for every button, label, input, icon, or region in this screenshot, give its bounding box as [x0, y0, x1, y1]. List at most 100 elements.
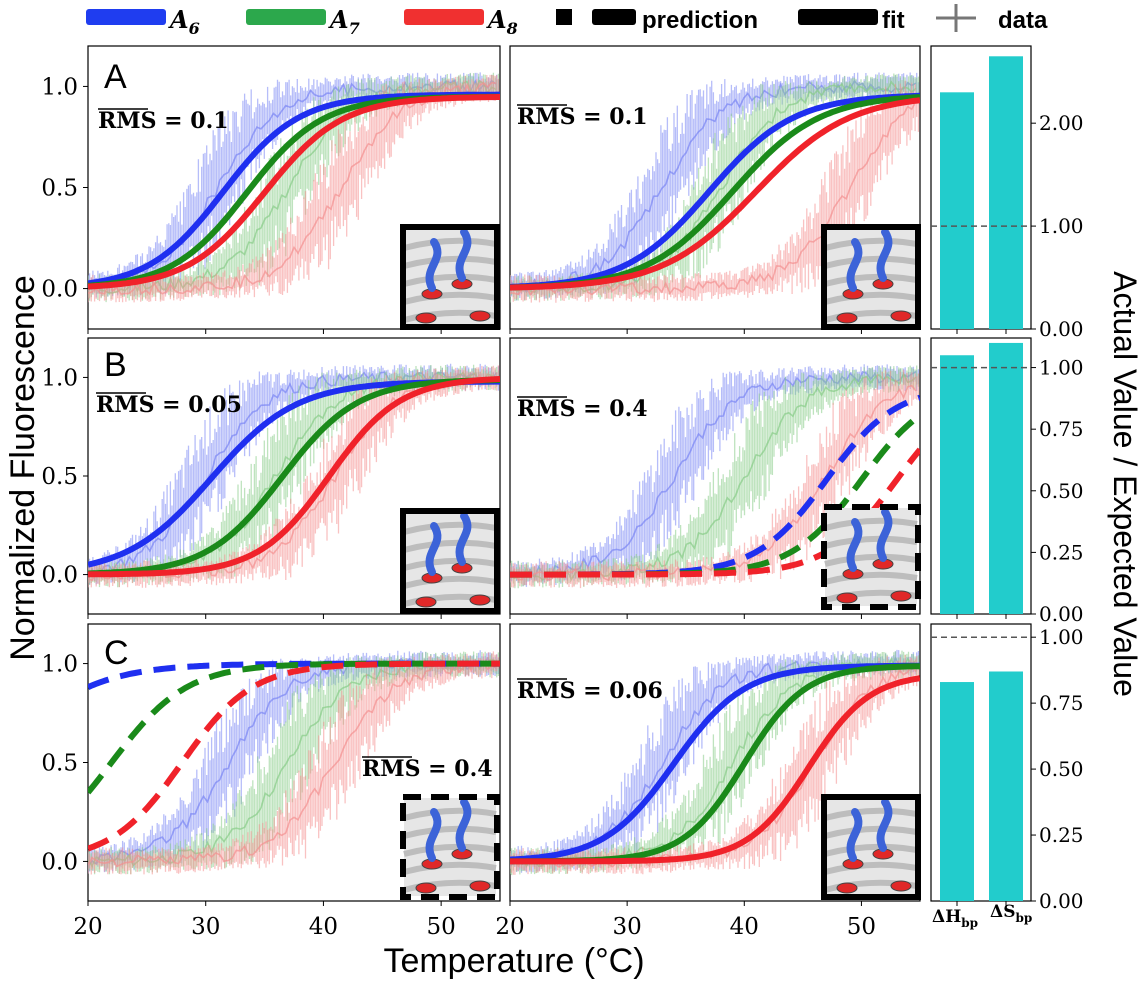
legend-swatch-fit [798, 9, 878, 25]
fit-line-a6 [510, 662, 920, 863]
y-tick-label: 0.0 [41, 563, 78, 589]
panel-C-right: 20 30 40 50 RMS = 0.06 [495, 623, 921, 940]
right-y-axis-label: Actual Value / Expected Value [1107, 271, 1138, 697]
fit-line-a8 [510, 97, 920, 291]
inset-illustration [821, 224, 921, 330]
inset-illustration [400, 508, 500, 614]
y-tick-label: 0.5 [41, 751, 78, 777]
data-mean-a8 [510, 384, 917, 582]
y-tick-label: 1.0 [41, 74, 78, 100]
inset-anchor-dot [469, 880, 491, 892]
inset-surface-ridge [403, 575, 497, 589]
inset-surface-ridge [824, 571, 918, 585]
curves [88, 660, 500, 852]
fit-line-a8 [510, 675, 920, 865]
bar-category-ds: ΔSbp [990, 902, 1032, 925]
x-axis-label: Temperature (°C) [383, 942, 644, 980]
inset-anchor-dot [836, 312, 858, 324]
x-tick-label: 50 [847, 914, 876, 940]
inset-surface-ridge [403, 557, 497, 571]
inset-anchor-dot [415, 596, 437, 608]
bar-y-tick-label: 0.00 [1039, 602, 1084, 626]
inset-illustration [821, 794, 921, 900]
inset-anchor-dot [415, 882, 437, 894]
y-axis-label: Normalized Fluorescence [4, 275, 42, 661]
y-tick-label: 0.0 [41, 277, 78, 303]
inset-anchor-dot [415, 312, 437, 324]
inset-anchor-dot [890, 880, 912, 892]
y-tick-label: 0.5 [41, 464, 78, 490]
inset-dna-strand [876, 228, 893, 282]
inset-frame [821, 504, 921, 610]
bar-ds [989, 56, 1023, 330]
inset-illustration [400, 224, 500, 330]
bar-y-tick-label: 1.00 [1039, 356, 1084, 380]
y-tick-label: 1.0 [41, 652, 78, 678]
bar-y-tick-label: 1.00 [1039, 625, 1084, 649]
inset-surface-ridge [824, 237, 918, 251]
inset-dna-strand [425, 522, 442, 576]
inset-dna-strand [455, 228, 472, 282]
panel-A-left: 0.0 0.5 1.0 RMS = 0.1 [41, 45, 501, 334]
bar-y-tick-label: 1.00 [1039, 214, 1084, 238]
legend-label-a7: A7 [328, 5, 360, 38]
rms-label: RMS = 0.1 [98, 108, 229, 134]
legend-swatch-a8 [404, 9, 484, 25]
bar-y-tick-label: 2.00 [1039, 111, 1084, 135]
x-tick-label: 20 [495, 914, 524, 940]
legend-label-data: data [998, 7, 1048, 34]
inset-frame [400, 224, 500, 330]
rms-label: RMS = 0.05 [96, 392, 242, 418]
x-tick-label: 30 [613, 914, 642, 940]
inset-surface-ridge [403, 237, 497, 251]
bars-group: 0.001.002.000.000.250.500.751.000.000.25… [930, 45, 1084, 913]
curves [88, 91, 500, 290]
legend-label-fit: fit [882, 7, 905, 34]
inset-surface-ridge [824, 517, 918, 531]
data-mean-a8 [88, 659, 497, 868]
y-tick-label: 0.5 [41, 176, 78, 202]
bar-ds [989, 671, 1023, 901]
inset-frame [821, 224, 921, 330]
inset-dna-strand [846, 238, 863, 292]
bar-y-tick-label: 0.75 [1039, 417, 1084, 441]
legend-label-a8: A8 [486, 5, 518, 38]
rms-label: RMS = 0.4 [517, 396, 648, 422]
prediction-line-a8 [88, 660, 500, 852]
y-tick-label: 1.0 [41, 365, 78, 391]
bar-y-tick-label: 0.50 [1039, 757, 1084, 781]
x-tick-label: 40 [730, 914, 759, 940]
x-tick-label: 40 [309, 914, 338, 940]
inset-illustration [400, 794, 500, 900]
legend-swatch-a7 [246, 9, 326, 25]
bar-y-tick-label: 0.25 [1039, 540, 1084, 564]
bar-ds [989, 342, 1023, 614]
fit-line-a8 [88, 376, 500, 578]
bar-category-dh: ΔHbp [932, 907, 978, 930]
inset-surface-ridge [403, 539, 497, 553]
legend-swatch-prediction-dash1 [556, 9, 572, 25]
bar-y-tick-label: 0.50 [1039, 479, 1084, 503]
curves [510, 662, 920, 865]
bar-dh [940, 355, 974, 614]
inset-surface-ridge [824, 807, 918, 821]
inset-dna-strand [846, 518, 863, 572]
inset-surface-ridge [824, 861, 918, 875]
bar-y-tick-label: 0.00 [1039, 317, 1084, 341]
inset-anchor-dot [469, 594, 491, 606]
x-tick-label: 50 [427, 914, 456, 940]
bar-y-tick-label: 0.25 [1039, 823, 1084, 847]
inset-frame [400, 794, 500, 900]
fit-line-a8 [88, 94, 500, 290]
legend: A6 A7 A8 prediction fit data [86, 4, 1048, 38]
bar-panel-bars-B: 0.00 0.25 0.50 0.75 1.00 [930, 337, 1084, 626]
data-traces [88, 72, 500, 303]
inset-illustration [821, 504, 921, 610]
legend-swatch-a6 [86, 9, 166, 25]
bar-panel-bars-C: 0.00 0.25 0.50 0.75 1.00 [930, 623, 1084, 913]
inset-anchor-dot [836, 882, 858, 894]
panel-label-c: C [104, 634, 129, 672]
legend-label-prediction: prediction [642, 7, 758, 34]
bar-y-tick-label: 0.75 [1039, 691, 1084, 715]
